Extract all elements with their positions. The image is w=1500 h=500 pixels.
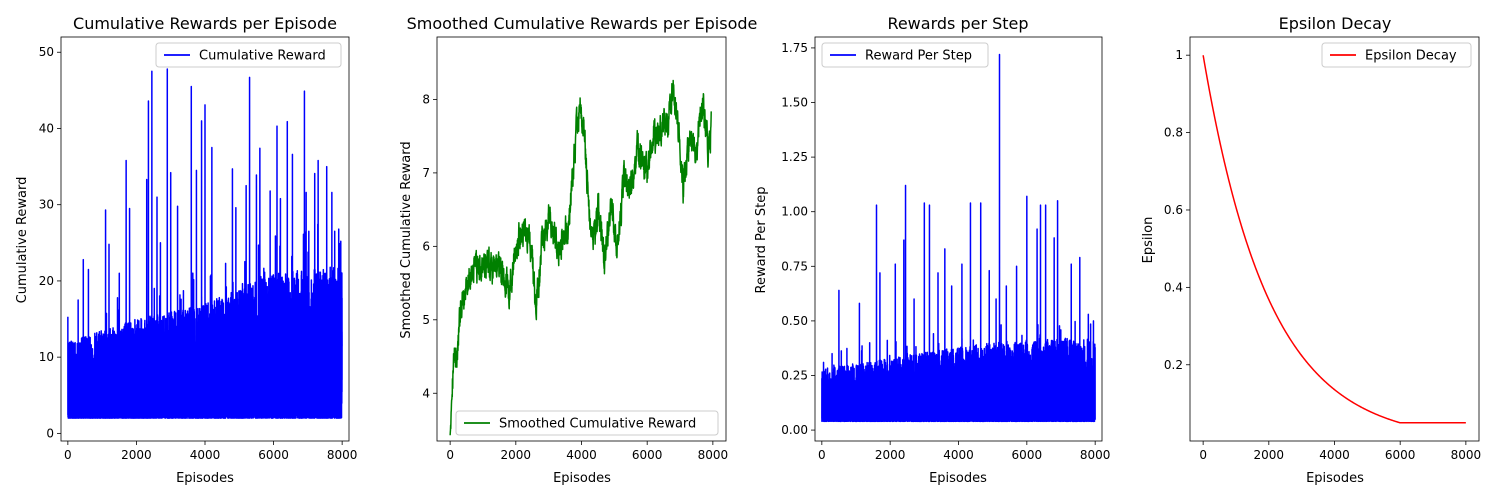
series-line (67, 68, 343, 419)
y-tick-label: 1 (1175, 48, 1183, 62)
plot-area (449, 79, 712, 436)
y-axis-label: Reward Per Step (754, 187, 769, 294)
y-tick-label: 0.00 (781, 423, 808, 437)
plot-area (1202, 55, 1466, 424)
x-tick-label: 4000 (190, 448, 221, 462)
y-axis-label: Epsilon (1141, 217, 1156, 264)
legend: Epsilon Decay (1321, 42, 1472, 68)
y-tick-label: 0.2 (1164, 358, 1183, 372)
x-axis-label: Episodes (553, 471, 611, 486)
y-tick-label: 1.25 (781, 150, 808, 164)
y-tick-label: 5 (422, 313, 430, 327)
series-line (1202, 55, 1466, 424)
x-tick-label: 6000 (258, 448, 289, 462)
y-axis-label: Cumulative Reward (15, 177, 30, 304)
x-tick-label: 0 (818, 448, 826, 462)
axes-frame (1189, 36, 1480, 442)
y-tick-label: 0.25 (781, 368, 808, 382)
panel-cumulative-rewards: Cumulative Rewards per Episode Episodes … (15, 14, 357, 486)
x-tick-label: 4000 (943, 448, 974, 462)
legend: Reward Per Step (821, 42, 989, 68)
plot-area (821, 53, 1096, 423)
legend: Smoothed Cumulative Reward (455, 410, 719, 436)
y-axis-label: Smoothed Cumulative Reward (399, 141, 414, 338)
legend-label: Epsilon Decay (1365, 49, 1457, 64)
panel-rewards-per-step: Rewards per Step Episodes Reward Per Ste… (754, 14, 1110, 486)
x-tick-label: 2000 (875, 448, 906, 462)
chart-title: Smoothed Cumulative Rewards per Episode (407, 14, 758, 33)
legend-box (821, 42, 989, 68)
y-tick-label: 7 (422, 166, 430, 180)
y-tick-label: 8 (422, 92, 430, 106)
y-tick-label: 4 (422, 386, 430, 400)
chart-title: Epsilon Decay (1279, 14, 1392, 33)
x-tick-label: 0 (64, 448, 72, 462)
legend: Cumulative Reward (155, 42, 342, 68)
y-tick-label: 1.00 (781, 205, 808, 219)
series-line (821, 53, 1096, 423)
legend-box (455, 410, 719, 436)
y-tick-label: 0.50 (781, 314, 808, 328)
plot-area (67, 68, 343, 419)
x-tick-label: 8000 (1080, 448, 1111, 462)
y-tick-label: 6 (422, 239, 430, 253)
x-tick-label: 8000 (1451, 448, 1482, 462)
x-tick-label: 2000 (1254, 448, 1285, 462)
series-line (449, 79, 712, 436)
x-tick-label: 2000 (121, 448, 152, 462)
x-axis-label: Episodes (1306, 471, 1364, 486)
y-tick-label: 0.4 (1164, 280, 1183, 294)
chart-title: Cumulative Rewards per Episode (73, 14, 337, 33)
x-tick-label: 2000 (501, 448, 532, 462)
y-tick-label: 0.8 (1164, 126, 1183, 140)
y-tick-label: 0 (46, 426, 54, 440)
legend-label: Reward Per Step (865, 49, 972, 64)
x-tick-label: 8000 (698, 448, 729, 462)
chart-title: Rewards per Step (887, 14, 1028, 33)
panel-epsilon-decay: Epsilon Decay Episodes Epsilon 0 2000 4000… (1141, 14, 1481, 486)
y-tick-label: 10 (39, 350, 54, 364)
x-tick-label: 6000 (632, 448, 663, 462)
x-axis-label: Episodes (176, 471, 234, 486)
y-tick-label: 20 (39, 274, 54, 288)
x-tick-label: 6000 (1385, 448, 1416, 462)
x-tick-label: 0 (446, 448, 454, 462)
legend-box (155, 42, 342, 68)
x-tick-label: 4000 (566, 448, 597, 462)
x-tick-label: 8000 (327, 448, 358, 462)
y-tick-label: 50 (39, 45, 54, 59)
y-tick-label: 40 (39, 121, 54, 135)
x-tick-label: 4000 (1319, 448, 1350, 462)
y-tick-label: 0.75 (781, 259, 808, 273)
legend-label: Cumulative Reward (199, 49, 326, 64)
axes-frame (436, 36, 727, 442)
y-tick-label: 30 (39, 198, 54, 212)
legend-label: Smoothed Cumulative Reward (499, 417, 696, 432)
y-tick-label: 1.50 (781, 96, 808, 110)
legend-box (1321, 42, 1472, 68)
x-tick-label: 0 (1199, 448, 1207, 462)
x-tick-label: 6000 (1012, 448, 1043, 462)
y-tick-label: 0.6 (1164, 203, 1183, 217)
y-tick-label: 1.75 (781, 41, 808, 55)
x-axis-label: Episodes (929, 471, 987, 486)
panel-smoothed-cumulative-rewards: Smoothed Cumulative Rewards per Episode … (399, 14, 757, 486)
